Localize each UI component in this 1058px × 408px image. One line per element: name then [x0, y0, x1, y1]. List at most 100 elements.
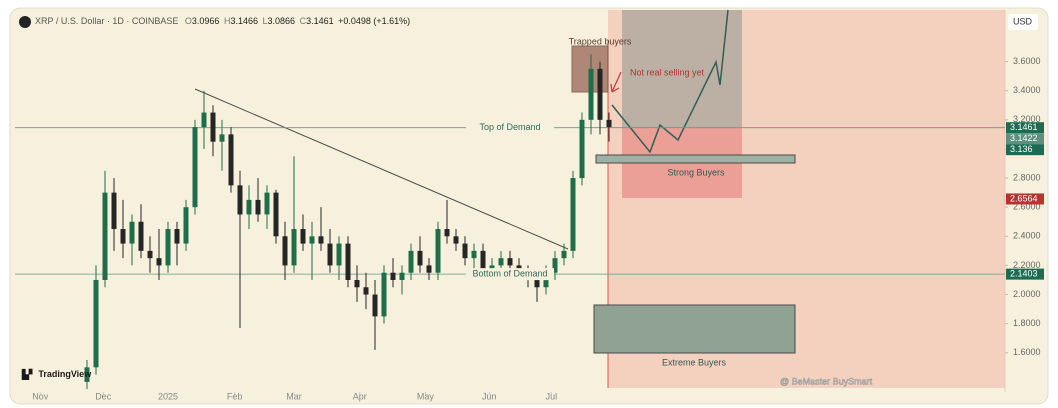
annotation: Not real selling yet	[630, 67, 705, 77]
candle-body	[318, 236, 324, 244]
candle-body	[174, 229, 180, 244]
candle-body	[93, 279, 99, 368]
candle-body	[570, 178, 576, 251]
y-tick-label: 1.6000	[1013, 347, 1041, 357]
arrow	[610, 71, 622, 93]
candle-body	[120, 229, 126, 244]
y-tick-label: 3.4000	[1013, 85, 1041, 95]
price-label: 3.1422	[1010, 133, 1038, 143]
annotation: Strong Buyers	[667, 167, 725, 177]
candle-body	[291, 229, 297, 266]
h: 3.1466	[230, 16, 258, 26]
x-tick-label: Apr	[353, 391, 367, 401]
change: +0.0498 (+1.61%)	[338, 16, 410, 26]
candle-body	[471, 250, 477, 259]
price-label-bg	[1006, 268, 1044, 280]
candle-body	[183, 207, 189, 244]
candle-body	[426, 265, 432, 273]
candle-body	[201, 112, 207, 128]
candle-body	[417, 250, 423, 266]
price-label-bg	[1006, 122, 1044, 134]
extreme-buyers-box	[593, 304, 796, 354]
candle-body	[345, 243, 351, 280]
trend-line	[194, 88, 569, 250]
candle-body	[228, 134, 234, 186]
candle-body	[336, 243, 342, 266]
candle-body	[435, 229, 441, 273]
candle-body	[354, 279, 360, 288]
candle-body	[138, 221, 144, 251]
x-tick-label: Feb	[227, 391, 243, 401]
candle-body	[507, 258, 513, 266]
candle-body	[498, 258, 504, 266]
candle-body	[165, 229, 171, 266]
candle-body	[300, 229, 306, 244]
candle-body	[255, 199, 261, 215]
x-tick-label: Nov	[32, 391, 49, 401]
o: 3.0966	[192, 16, 220, 26]
price-label: 3.136	[1010, 144, 1033, 154]
candle-body	[111, 192, 117, 230]
annotation: Trapped buyers	[569, 36, 632, 46]
strong-buyers-box	[595, 154, 796, 164]
x-tick-label: Dec	[95, 391, 112, 401]
candle-body	[129, 221, 135, 244]
candle-body	[210, 112, 216, 142]
y-tick-label: 3.6000	[1013, 56, 1041, 66]
candle-body	[219, 134, 225, 142]
y-tick-label: 3.2000	[1013, 114, 1041, 124]
candle-body	[156, 258, 162, 266]
candle-body	[399, 272, 405, 280]
currency-box	[1008, 14, 1038, 30]
candle-body	[246, 199, 252, 215]
candle-body	[309, 236, 315, 244]
y-tick-label: 2.2000	[1013, 260, 1041, 270]
candle-body	[327, 243, 333, 266]
h-key: H	[224, 16, 231, 26]
annotation: Extreme Buyers	[662, 357, 727, 367]
candle-body	[237, 185, 243, 215]
candle-body	[588, 68, 594, 120]
candle-body	[372, 294, 378, 317]
candle-body	[480, 250, 486, 273]
header: XRP / U.S. Dollar · 1D · COINBASE O3.096…	[35, 16, 410, 26]
candle-body	[282, 236, 288, 266]
watermark: @ BeMaster BuySmart	[780, 376, 873, 386]
o-key: O	[185, 16, 192, 26]
x-tick-label: Mar	[286, 391, 302, 401]
symbol: XRP / U.S. Dollar · 1D · COINBASE	[35, 16, 178, 26]
price-label-bg	[1006, 133, 1044, 145]
price-label-bg	[1006, 193, 1044, 205]
x-tick-label: Jun	[482, 391, 497, 401]
level-label: Bottom of Demand	[472, 268, 547, 278]
candle-body	[534, 279, 540, 288]
candle-body	[147, 250, 153, 259]
y-tick-label: 1.8000	[1013, 318, 1041, 328]
candle-body	[408, 250, 414, 273]
projection-path	[611, 9, 729, 154]
l: 3.0866	[268, 16, 296, 26]
y-tick-label: 2.0000	[1013, 289, 1041, 299]
x-tick-label: 2025	[158, 391, 178, 401]
candle-body	[462, 243, 468, 259]
x-tick-label: May	[417, 391, 435, 401]
candle-body	[192, 127, 198, 208]
c-key: C	[300, 16, 307, 26]
candle-body	[597, 68, 603, 120]
candle-body	[453, 236, 459, 244]
x-tick-label: Jul	[546, 391, 558, 401]
y-tick-label: 2.8000	[1013, 172, 1041, 182]
price-label-bg	[1006, 144, 1044, 156]
symbol-icon	[19, 16, 31, 28]
price-label: 2.6564	[1010, 193, 1038, 203]
candle-body	[579, 119, 585, 179]
logo-text: TradingView	[38, 369, 92, 379]
candle-body	[381, 272, 387, 317]
currency: USD	[1013, 16, 1033, 26]
level-label-bg	[466, 268, 554, 281]
level-label: Top of Demand	[479, 122, 540, 132]
logo: ▙▘ TradingView	[21, 368, 92, 380]
candle-body	[363, 287, 369, 295]
